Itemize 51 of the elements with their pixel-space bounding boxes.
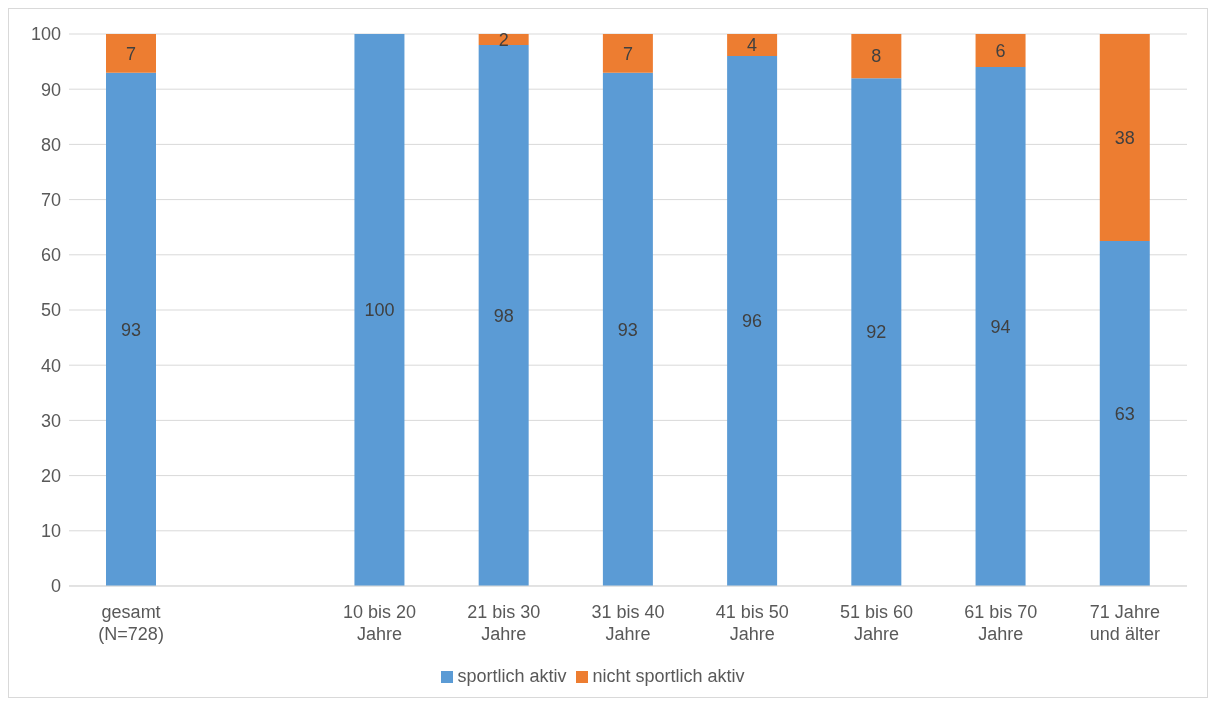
x-tick-label: 41 bis 50 Jahre xyxy=(715,602,789,644)
y-tick-label: 70 xyxy=(40,189,61,210)
data-label: 7 xyxy=(125,43,137,64)
x-tick-label: 31 bis 40 Jahre xyxy=(591,602,665,644)
y-tick-label: 0 xyxy=(50,576,61,597)
bar xyxy=(602,34,653,73)
data-label: 2 xyxy=(498,29,509,50)
data-label: 92 xyxy=(866,322,887,343)
data-label: 7 xyxy=(622,43,633,64)
bar xyxy=(478,34,529,46)
y-tick-label: 60 xyxy=(40,245,61,266)
legend-label: sportlich aktiv xyxy=(457,666,567,686)
data-label: 4 xyxy=(747,35,758,56)
data-label: 96 xyxy=(742,311,763,332)
bar xyxy=(727,34,778,57)
bar xyxy=(851,34,902,79)
y-tick-label: 30 xyxy=(40,410,61,431)
data-label: 94 xyxy=(990,316,1011,337)
data-label: 8 xyxy=(871,46,882,67)
y-tick-label: 90 xyxy=(40,79,61,100)
x-tick-label: gesamt (N=728) xyxy=(98,602,164,644)
x-tick-label: 61 bis 70 Jahre xyxy=(964,602,1038,644)
legend-label: nicht sportlich aktiv xyxy=(592,666,745,686)
bar xyxy=(975,67,1026,586)
bar xyxy=(354,34,405,586)
x-tick-label: 71 Jahre und älter xyxy=(1089,602,1160,644)
y-tick-label: 10 xyxy=(40,521,61,542)
bar xyxy=(1099,241,1150,586)
bar xyxy=(851,78,902,586)
bar xyxy=(106,34,156,73)
data-label: 6 xyxy=(995,40,1006,61)
data-label: 100 xyxy=(364,300,395,321)
data-label: 63 xyxy=(1114,403,1135,424)
bar xyxy=(975,34,1026,68)
data-label: 38 xyxy=(1114,127,1135,148)
y-tick-label: 40 xyxy=(40,355,61,376)
x-tick-label: 21 bis 30 Jahre xyxy=(467,602,541,644)
bar xyxy=(727,56,778,586)
y-tick-label: 100 xyxy=(30,24,61,45)
data-label: 98 xyxy=(493,305,514,326)
data-label: 93 xyxy=(120,319,142,340)
data-label: 93 xyxy=(617,319,638,340)
bar xyxy=(478,45,529,586)
x-tick-label: 51 bis 60 Jahre xyxy=(839,602,913,644)
y-tick-label: 50 xyxy=(40,300,61,321)
x-tick-label: 10 bis 20 Jahre xyxy=(343,602,417,644)
bar xyxy=(602,72,653,586)
y-tick-label: 80 xyxy=(40,134,61,155)
y-tick-label: 20 xyxy=(40,465,61,486)
bar xyxy=(106,72,156,586)
bar xyxy=(1099,34,1150,241)
